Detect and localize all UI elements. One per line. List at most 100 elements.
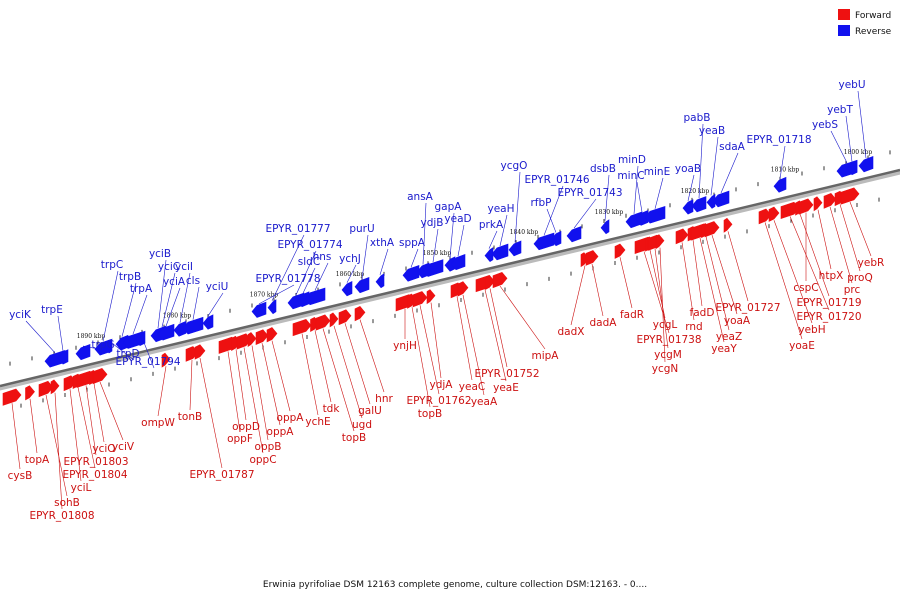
reverse-gene-label[interactable]: pabB: [684, 112, 711, 124]
reverse-gene-arrow[interactable]: [134, 330, 146, 346]
forward-gene-label[interactable]: topA: [25, 454, 50, 466]
reverse-gene-label[interactable]: yoaB: [675, 163, 701, 175]
forward-gene-label[interactable]: fadD: [690, 307, 715, 319]
reverse-gene-label[interactable]: ycgO: [501, 160, 528, 172]
reverse-gene-label[interactable]: EPYR_01718: [746, 134, 811, 146]
forward-gene-arrow[interactable]: [255, 329, 269, 346]
forward-gene-label[interactable]: hnr: [375, 393, 393, 405]
reverse-gene-label[interactable]: hns: [313, 251, 332, 263]
reverse-gene-label[interactable]: EPYR_01774: [277, 239, 342, 251]
forward-gene-arrow[interactable]: [266, 327, 278, 343]
forward-gene-arrow[interactable]: [38, 380, 54, 398]
reverse-gene-arrow[interactable]: [644, 205, 666, 224]
forward-gene-arrow[interactable]: [194, 344, 206, 360]
reverse-gene-arrow[interactable]: [682, 199, 694, 215]
forward-gene-label[interactable]: oppB: [255, 441, 282, 453]
reverse-gene-label[interactable]: trpE: [41, 304, 63, 316]
reverse-gene-arrow[interactable]: [402, 265, 420, 282]
reverse-gene-arrow[interactable]: [375, 273, 385, 289]
reverse-gene-label[interactable]: yeaB: [699, 125, 725, 137]
forward-gene-arrow[interactable]: [338, 309, 352, 326]
forward-gene-label[interactable]: EPYR_01738: [636, 334, 701, 346]
forward-gene-arrow[interactable]: [768, 206, 780, 222]
reverse-gene-label[interactable]: sdaA: [719, 141, 746, 153]
forward-gene-label[interactable]: yoaE: [789, 340, 815, 352]
reverse-gene-label[interactable]: yeaD: [444, 213, 471, 225]
forward-gene-arrow[interactable]: [485, 274, 495, 290]
reverse-gene-label[interactable]: ansA: [407, 191, 434, 203]
reverse-gene-arrow[interactable]: [600, 219, 610, 235]
reverse-gene-label[interactable]: minE: [644, 166, 670, 178]
forward-gene-label[interactable]: oppA: [277, 412, 305, 424]
reverse-gene-label[interactable]: ydjB: [421, 217, 444, 229]
forward-gene-arrow[interactable]: [292, 319, 312, 337]
forward-gene-label[interactable]: cysB: [8, 470, 33, 482]
forward-gene-label[interactable]: ychE: [305, 416, 330, 428]
forward-gene-arrow[interactable]: [315, 314, 331, 331]
forward-gene-label[interactable]: ynjH: [393, 340, 417, 352]
forward-gene-arrow[interactable]: [236, 333, 252, 350]
forward-gene-label[interactable]: fadR: [620, 309, 644, 321]
forward-gene-label[interactable]: proQ: [847, 272, 872, 284]
forward-gene-label[interactable]: htpX: [819, 270, 844, 282]
reverse-gene-label[interactable]: yciI: [175, 261, 193, 273]
reverse-gene-arrow[interactable]: [691, 196, 707, 213]
forward-gene-label[interactable]: yeaZ: [716, 331, 742, 343]
forward-gene-label[interactable]: topB: [342, 432, 366, 444]
forward-gene-label[interactable]: dadA: [590, 317, 618, 329]
forward-gene-label[interactable]: cspC: [793, 282, 818, 294]
forward-gene-arrow[interactable]: [25, 385, 35, 401]
forward-gene-label[interactable]: galU: [358, 405, 382, 417]
reverse-gene-label[interactable]: xthA: [370, 237, 395, 249]
forward-gene-label[interactable]: sohB: [54, 497, 80, 509]
forward-gene-arrow[interactable]: [798, 198, 814, 215]
reverse-gene-label[interactable]: yeaH: [487, 203, 514, 215]
reverse-gene-arrow[interactable]: [57, 349, 69, 365]
forward-gene-arrow[interactable]: [813, 196, 823, 212]
forward-gene-label[interactable]: EPYR_01804: [62, 469, 127, 481]
reverse-gene-label[interactable]: yebT: [827, 104, 853, 116]
reverse-gene-label[interactable]: yebS: [812, 119, 838, 131]
reverse-gene-label[interactable]: purU: [349, 223, 374, 235]
forward-gene-label[interactable]: oppF: [227, 433, 253, 445]
forward-gene-label[interactable]: yeaE: [493, 382, 519, 394]
reverse-gene-arrow[interactable]: [304, 287, 326, 306]
reverse-gene-arrow[interactable]: [508, 240, 522, 257]
reverse-gene-label[interactable]: yebU: [838, 79, 865, 91]
reverse-gene-label[interactable]: trpD: [116, 348, 139, 360]
forward-gene-arrow[interactable]: [412, 291, 428, 308]
reverse-gene-arrow[interactable]: [491, 243, 509, 261]
reverse-gene-label[interactable]: EPYR_01777: [265, 223, 330, 235]
forward-gene-label[interactable]: yeaY: [711, 343, 737, 355]
forward-gene-arrow[interactable]: [329, 312, 339, 328]
reverse-gene-label[interactable]: yciC: [158, 261, 180, 273]
forward-gene-arrow[interactable]: [247, 332, 257, 348]
forward-gene-label[interactable]: topB: [418, 408, 442, 420]
reverse-gene-label[interactable]: trpA: [130, 283, 153, 295]
forward-gene-label[interactable]: EPYR_01720: [796, 311, 861, 323]
reverse-gene-arrow[interactable]: [202, 314, 214, 330]
reverse-gene-arrow[interactable]: [484, 247, 494, 262]
reverse-gene-label[interactable]: sldC: [298, 256, 320, 268]
forward-gene-arrow[interactable]: [580, 252, 590, 268]
reverse-gene-arrow[interactable]: [712, 190, 730, 208]
forward-gene-label[interactable]: dadX: [558, 326, 585, 338]
forward-gene-arrow[interactable]: [780, 201, 800, 219]
forward-gene-label[interactable]: ompW: [141, 417, 175, 429]
forward-gene-label[interactable]: oppC: [249, 454, 276, 466]
reverse-gene-arrow[interactable]: [566, 226, 582, 243]
forward-gene-arrow[interactable]: [823, 192, 837, 209]
forward-gene-label[interactable]: ycgN: [652, 363, 679, 375]
forward-gene-arrow[interactable]: [354, 306, 366, 322]
forward-gene-label[interactable]: yebH: [798, 324, 825, 336]
forward-gene-label[interactable]: prc: [844, 284, 861, 296]
reverse-gene-label[interactable]: yciA: [163, 276, 186, 288]
reverse-gene-label[interactable]: yciB: [149, 248, 171, 260]
forward-gene-label[interactable]: ydjA: [430, 379, 454, 391]
forward-gene-arrow[interactable]: [675, 228, 689, 245]
forward-gene-arrow[interactable]: [161, 352, 171, 368]
reverse-gene-label[interactable]: prkA: [479, 219, 504, 231]
forward-gene-label[interactable]: yciL: [71, 482, 92, 494]
forward-gene-label[interactable]: ycgL: [653, 319, 678, 331]
forward-gene-arrow[interactable]: [655, 234, 665, 250]
